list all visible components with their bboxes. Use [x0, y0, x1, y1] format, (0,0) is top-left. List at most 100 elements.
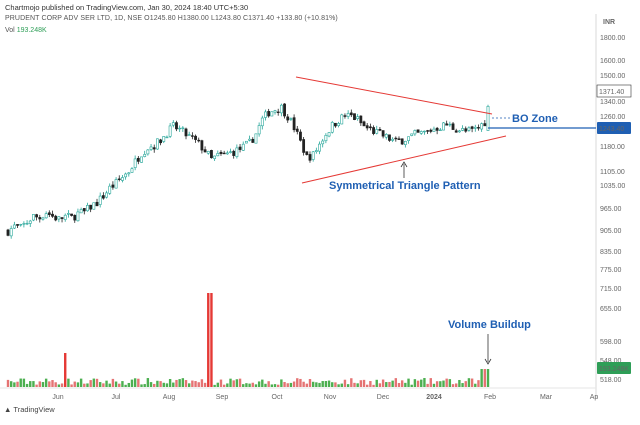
volume-bar: [311, 381, 315, 387]
candle-body: [423, 130, 426, 133]
lower-trendline[interactable]: [301, 135, 507, 184]
volume-bar: [124, 384, 127, 387]
candle-body: [35, 214, 39, 218]
candle-body: [457, 130, 461, 133]
volume-bar: [369, 381, 372, 387]
volume-bar: [184, 380, 188, 387]
price-tick-label: 1600.00: [600, 58, 625, 65]
volume-bar: [261, 379, 264, 387]
volume-bar: [168, 379, 172, 387]
candle-body: [477, 127, 480, 129]
candle-body: [362, 121, 366, 127]
candle-body: [136, 157, 140, 162]
volume-readout: Vol 193.248K: [5, 27, 47, 34]
candle-body: [222, 152, 226, 155]
volume-bar: [315, 382, 318, 387]
candle-body: [86, 204, 89, 212]
volume-bar: [57, 384, 61, 387]
candle-body: [38, 217, 42, 220]
candle-body: [187, 134, 191, 136]
candle-body: [451, 123, 455, 130]
time-tick-label: Sep: [216, 394, 229, 401]
volume-bar: [420, 379, 423, 387]
candle-body: [28, 220, 32, 224]
candle-body: [143, 154, 147, 157]
breakout-price-tag-bg: [597, 122, 631, 134]
volume-bar: [467, 378, 471, 387]
candle-body: [299, 131, 302, 141]
candle-body: [206, 151, 210, 154]
volume-bar: [238, 378, 242, 387]
candle-body: [92, 202, 96, 210]
candle-body: [327, 132, 331, 137]
candle-body: [175, 122, 178, 130]
tradingview-logo-text: TradingView: [13, 405, 55, 414]
volume-label: Vol: [5, 27, 15, 34]
volume-bar: [181, 378, 185, 387]
volume-bar: [162, 382, 165, 387]
volume-arrow-head: [484, 358, 492, 365]
candle-body: [117, 178, 121, 180]
candle-body: [79, 209, 83, 214]
candle-body: [210, 150, 213, 159]
volume-buildup-label: Volume Buildup: [448, 319, 531, 331]
candle-body: [314, 150, 318, 152]
volume-bar: [102, 383, 105, 387]
tradingview-logo-icon: ▲: [4, 405, 12, 414]
volume-bar: [248, 383, 251, 387]
volume-bar: [98, 382, 102, 387]
candle-body: [105, 192, 108, 198]
candle-body: [461, 128, 464, 131]
price-tick-label: 905.00: [600, 228, 622, 235]
candle-body: [57, 216, 61, 220]
volume-bar: [213, 384, 216, 387]
candle-body: [311, 151, 315, 160]
volume-bar: [305, 383, 309, 387]
time-tick-label: Feb: [484, 394, 496, 401]
volume-bar: [86, 383, 89, 387]
volume-bar: [381, 379, 385, 387]
volume-bar: [375, 379, 378, 387]
volume-bar: [13, 382, 16, 387]
volume-bar: [48, 381, 51, 387]
volume-bar: [111, 378, 115, 387]
volume-bar: [350, 378, 353, 387]
candle-body: [248, 138, 251, 141]
tradingview-logo[interactable]: ▲ TradingView: [4, 405, 55, 414]
candle-body: [273, 110, 277, 113]
volume-bar: [83, 383, 86, 387]
volume-bar: [226, 383, 229, 387]
candle-body: [162, 136, 166, 142]
volume-bar: [44, 378, 48, 387]
candle-body: [70, 213, 73, 216]
candle-body: [254, 133, 258, 144]
candle-body: [368, 126, 372, 129]
bo-zone-label: BO Zone: [512, 113, 558, 125]
candle-body: [76, 211, 80, 222]
volume-bar: [79, 378, 83, 387]
candle-body: [197, 139, 201, 142]
price-tick-label: 1105.00: [600, 169, 625, 176]
candle-body: [156, 138, 159, 150]
time-tick-label: Mar: [540, 394, 553, 401]
candle-body: [127, 172, 131, 175]
volume-bar: [321, 381, 324, 387]
upper-trendline[interactable]: [295, 76, 493, 115]
volume-bar: [331, 382, 334, 387]
price-tick-label: 548.00: [600, 358, 622, 365]
volume-bar: [92, 378, 96, 387]
volume-bar: [362, 379, 366, 387]
candle-body: [429, 129, 433, 132]
breakout-price-tag: 1243.40: [599, 126, 624, 133]
candle-body: [283, 103, 286, 117]
candle-body: [82, 208, 86, 212]
volume-bar: [105, 380, 108, 387]
candle-body: [229, 151, 232, 153]
volume-bar: [175, 379, 178, 387]
volume-bar: [324, 381, 328, 387]
candle-body: [400, 138, 404, 145]
candle-body: [200, 140, 204, 151]
volume-bar: [229, 378, 232, 387]
